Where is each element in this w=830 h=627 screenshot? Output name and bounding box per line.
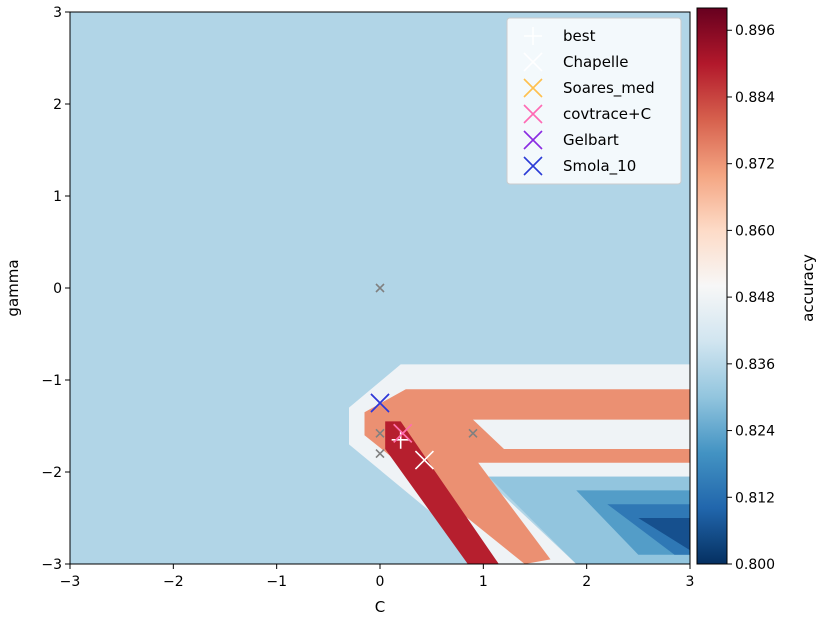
x-tick-label: −1 [266, 574, 287, 590]
legend-entry-gelbart: Gelbart [523, 130, 619, 150]
colorbar-tick-label: 0.860 [735, 223, 775, 239]
grid-point-marker-4 [468, 428, 478, 438]
legend: best Chapelle Soares_med covtrace+C Gelbart S… [506, 17, 682, 185]
marker-chapelle [414, 450, 434, 470]
legend-label-soares-med: Soares_med [563, 79, 655, 98]
x-tick-label: 0 [376, 574, 385, 590]
legend-label-gelbart: Gelbart [563, 131, 619, 149]
legend-marker-smola-10 [523, 156, 543, 176]
colorbar-tick-label: 0.848 [735, 290, 775, 306]
x-tick-label: 2 [582, 574, 591, 590]
legend-label-covtrace-c: covtrace+C [563, 105, 651, 123]
legend-label-chapelle: Chapelle [563, 53, 629, 71]
heatmap-region-3 [385, 421, 499, 564]
grid-point-marker-3 [375, 449, 385, 459]
heatmap-regions [349, 364, 690, 564]
legend-entries: best Chapelle Soares_med covtrace+C Gelbart S… [523, 27, 655, 176]
legend-entry-smola-10: Smola_10 [523, 156, 636, 176]
heatmap-region-2 [364, 389, 690, 564]
legend-marker-covtrace-c [523, 104, 543, 124]
legend-entry-covtrace-c: covtrace+C [523, 104, 651, 124]
colorbar-ticks: 0.800 0.812 0.824 0.836 0.848 0.860 0.872 0.884… [727, 23, 775, 573]
legend-entry-chapelle: Chapelle [523, 52, 629, 72]
x-tick-label: 1 [479, 574, 488, 590]
colorbar-tick-label: 0.836 [735, 357, 775, 373]
colorbar-tick-label: 0.800 [735, 557, 775, 573]
y-tick-label: 2 [53, 97, 62, 113]
marker-smola-10 [370, 393, 390, 413]
x-tick-label: −3 [60, 574, 81, 590]
y-tick-label: −3 [41, 557, 62, 573]
y-tick-label: −1 [41, 373, 62, 389]
y-tick-label: 3 [53, 5, 62, 21]
colorbar-tick-label: 0.812 [735, 490, 775, 506]
x-axis: −3 −2 −1 0 1 2 3 [60, 564, 695, 590]
marker-covtrace-c [393, 423, 413, 443]
legend-marker-best [524, 27, 542, 45]
legend-box [506, 17, 682, 185]
x-tick-label: −2 [163, 574, 184, 590]
y-axis: −3 −2 −1 0 1 2 3 [41, 5, 70, 573]
grid-point-marker-2 [375, 428, 385, 438]
legend-label-smola-10: Smola_10 [563, 157, 636, 176]
colorbar-tick-label: 0.896 [735, 23, 775, 39]
heatmap-region-6 [607, 504, 690, 555]
legend-label-best: best [563, 27, 596, 45]
legend-marker-gelbart [523, 130, 543, 150]
y-tick-label: −2 [41, 465, 62, 481]
y-tick-label: 1 [53, 189, 62, 205]
x-axis-label: C [375, 598, 385, 616]
marker-best [391, 430, 410, 449]
colorbar-tick-label: 0.872 [735, 157, 775, 173]
y-tick-label: 0 [53, 281, 62, 297]
colorbar-label: accuracy [799, 254, 817, 322]
y-axis-label: gamma [4, 259, 22, 316]
legend-entry-soares-med: Soares_med [523, 78, 655, 98]
method-markers [370, 393, 434, 470]
legend-entry-best: best [524, 27, 596, 45]
colorbar-scale [696, 7, 728, 565]
colorbar-tick-label: 0.884 [735, 90, 775, 106]
x-tick-label: 3 [686, 574, 695, 590]
legend-marker-chapelle [523, 52, 543, 72]
grid-point-marker-1 [375, 283, 385, 293]
heatmap-region-7 [638, 518, 690, 551]
colorbar-tick-label: 0.824 [735, 424, 775, 440]
grid-points [375, 283, 478, 459]
legend-marker-soares-med [523, 78, 543, 98]
colorbar: 0.800 0.812 0.824 0.836 0.848 0.860 0.872 0.884… [696, 7, 817, 573]
